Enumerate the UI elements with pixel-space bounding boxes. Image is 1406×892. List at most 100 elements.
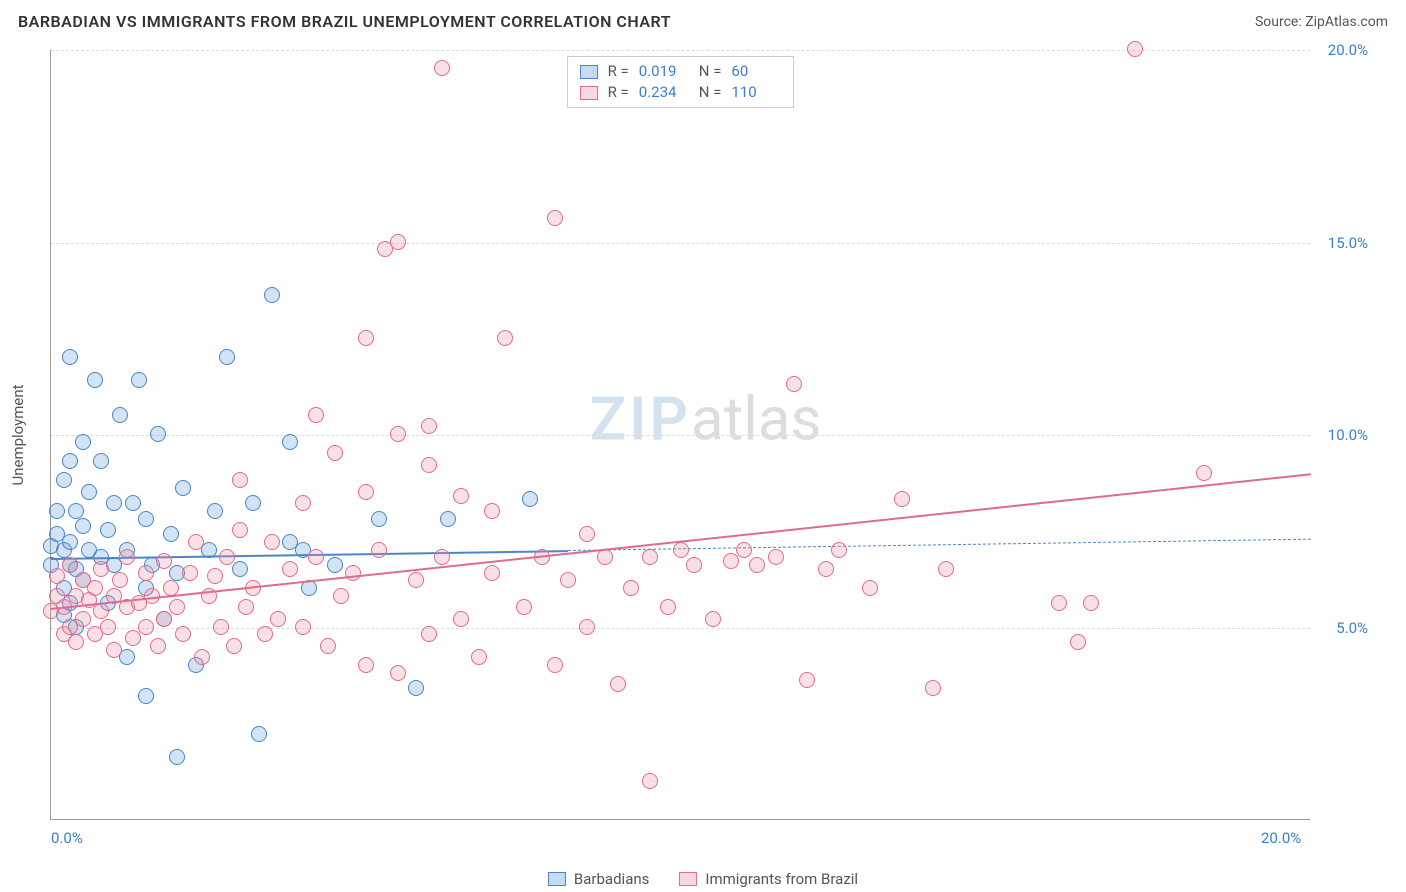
scatter-point <box>62 557 78 573</box>
scatter-point <box>131 372 147 388</box>
scatter-point <box>818 561 834 577</box>
scatter-point <box>371 542 387 558</box>
scatter-point <box>453 611 469 627</box>
grid-line <box>51 628 1310 629</box>
scatter-point <box>333 588 349 604</box>
scatter-point <box>320 638 336 654</box>
scatter-point <box>799 672 815 688</box>
scatter-point <box>75 611 91 627</box>
stats-row: R =0.019N =60 <box>580 61 782 82</box>
watermark-part1: ZIP <box>590 384 691 455</box>
scatter-point <box>786 376 802 392</box>
scatter-point <box>175 626 191 642</box>
scatter-point <box>440 511 456 527</box>
scatter-point <box>371 511 387 527</box>
scatter-point <box>75 518 91 534</box>
legend-item: Immigrants from Brazil <box>679 870 858 888</box>
x-tick-label: 0.0% <box>51 829 83 847</box>
scatter-point <box>560 572 576 588</box>
stats-row: R =0.234N =110 <box>580 82 782 103</box>
legend-swatch <box>548 872 566 886</box>
scatter-point <box>194 649 210 665</box>
scatter-point <box>245 495 261 511</box>
scatter-point <box>238 599 254 615</box>
scatter-point <box>434 60 450 76</box>
scatter-point <box>1127 41 1143 57</box>
scatter-point <box>100 522 116 538</box>
scatter-point <box>673 542 689 558</box>
scatter-point <box>623 580 639 596</box>
stat-r-label: R = <box>608 82 629 103</box>
stat-n-label: N = <box>699 61 722 82</box>
chart-area: Unemployment ZIPatlas R =0.019N =60R =0.… <box>50 50 1370 820</box>
scatter-point <box>156 553 172 569</box>
scatter-point <box>1083 595 1099 611</box>
stat-r-value: 0.234 <box>639 82 689 103</box>
scatter-point <box>295 619 311 635</box>
scatter-point <box>264 287 280 303</box>
stat-r-label: R = <box>608 61 629 82</box>
scatter-point <box>421 418 437 434</box>
scatter-point <box>453 488 469 504</box>
scatter-point <box>62 534 78 550</box>
scatter-point <box>68 503 84 519</box>
scatter-point <box>175 480 191 496</box>
scatter-point <box>749 557 765 573</box>
scatter-point <box>219 549 235 565</box>
scatter-point <box>188 534 204 550</box>
scatter-point <box>169 749 185 765</box>
scatter-point <box>112 407 128 423</box>
scatter-point <box>62 453 78 469</box>
scatter-point <box>1051 595 1067 611</box>
scatter-point <box>182 565 198 581</box>
scatter-point <box>497 330 513 346</box>
scatter-point <box>150 638 166 654</box>
scatter-point <box>81 484 97 500</box>
scatter-point <box>75 434 91 450</box>
stats-legend: R =0.019N =60R =0.234N =110 <box>567 56 795 108</box>
stat-n-value: 60 <box>731 61 781 82</box>
scatter-point <box>597 549 613 565</box>
scatter-point <box>232 522 248 538</box>
scatter-point <box>93 603 109 619</box>
scatter-point <box>226 638 242 654</box>
scatter-point <box>547 657 563 673</box>
scatter-point <box>686 557 702 573</box>
scatter-point <box>138 511 154 527</box>
scatter-point <box>327 557 343 573</box>
scatter-point <box>138 688 154 704</box>
scatter-point <box>642 773 658 789</box>
scatter-point <box>408 572 424 588</box>
scatter-point <box>156 611 172 627</box>
scatter-point <box>100 619 116 635</box>
plot-area: ZIPatlas R =0.019N =60R =0.234N =110 5.0… <box>50 50 1310 820</box>
scatter-point <box>219 349 235 365</box>
scatter-point <box>705 611 721 627</box>
scatter-point <box>163 526 179 542</box>
scatter-point <box>894 491 910 507</box>
scatter-point <box>93 561 109 577</box>
scatter-point <box>484 503 500 519</box>
chart-title: BARBADIAN VS IMMIGRANTS FROM BRAZIL UNEM… <box>18 12 671 31</box>
scatter-point <box>282 561 298 577</box>
scatter-point <box>295 495 311 511</box>
scatter-point <box>358 484 374 500</box>
y-tick-label: 15.0% <box>1316 234 1368 252</box>
legend-item: Barbadians <box>548 870 649 888</box>
scatter-point <box>68 634 84 650</box>
source-attribution: Source: ZipAtlas.com <box>1255 14 1388 30</box>
scatter-point <box>112 572 128 588</box>
scatter-point <box>358 330 374 346</box>
scatter-point <box>251 726 267 742</box>
scatter-point <box>49 568 65 584</box>
scatter-point <box>831 542 847 558</box>
scatter-point <box>207 503 223 519</box>
scatter-point <box>232 472 248 488</box>
scatter-point <box>49 503 65 519</box>
y-tick-label: 20.0% <box>1316 41 1368 59</box>
scatter-point <box>768 549 784 565</box>
scatter-point <box>390 234 406 250</box>
scatter-point <box>213 619 229 635</box>
grid-line <box>51 50 1310 51</box>
scatter-point <box>207 568 223 584</box>
